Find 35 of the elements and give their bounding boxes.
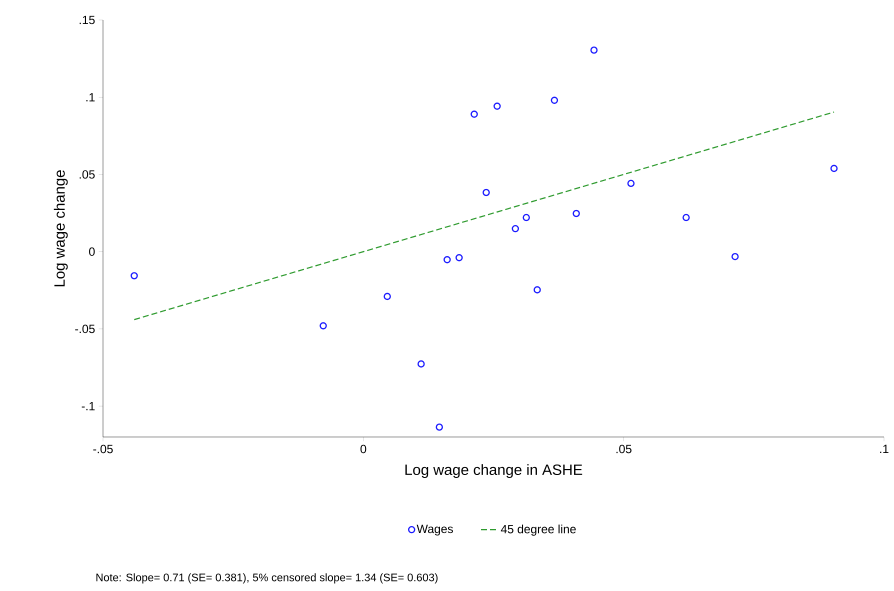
- legend-label: 45 degree line: [500, 524, 576, 536]
- y-tick-label: -.1: [82, 402, 95, 410]
- point: [494, 102, 501, 110]
- x-tick-label: -.05: [93, 444, 113, 454]
- point: [627, 180, 635, 188]
- point: [830, 164, 838, 172]
- point: [455, 254, 463, 262]
- x-tick-label: 0: [360, 444, 366, 454]
- point: [470, 110, 478, 118]
- x-tick-label: .05: [616, 444, 632, 454]
- point: [320, 322, 327, 330]
- y-tick-label: .1: [86, 93, 95, 102]
- y-axis-title: Log wage change: [54, 170, 68, 286]
- point: [482, 188, 490, 196]
- legend-label: Wages: [416, 524, 453, 536]
- y-tick-label: .05: [80, 170, 95, 179]
- point: [436, 423, 444, 431]
- point: [731, 252, 739, 260]
- y-tick-label: 0: [89, 247, 95, 256]
- point: [590, 46, 598, 54]
- text: Note: Slope= 0.71 (SE= 0.381), 5% censored slope= 1.34 (SE= 0.603): [96, 573, 438, 584]
- point: [572, 210, 580, 218]
- point: [682, 214, 690, 222]
- point: [512, 225, 520, 232]
- x-axis-title: Log wage change in ASHE: [405, 464, 582, 478]
- point: [384, 292, 391, 300]
- point: [522, 214, 530, 222]
- point: [417, 360, 425, 368]
- point: [130, 272, 138, 280]
- y-tick-label: -.05: [75, 324, 95, 334]
- point: [550, 96, 558, 104]
- x-tick-label: .1: [880, 444, 888, 453]
- point: [534, 286, 541, 294]
- point: [444, 256, 451, 264]
- y-tick-label: .15: [80, 16, 95, 24]
